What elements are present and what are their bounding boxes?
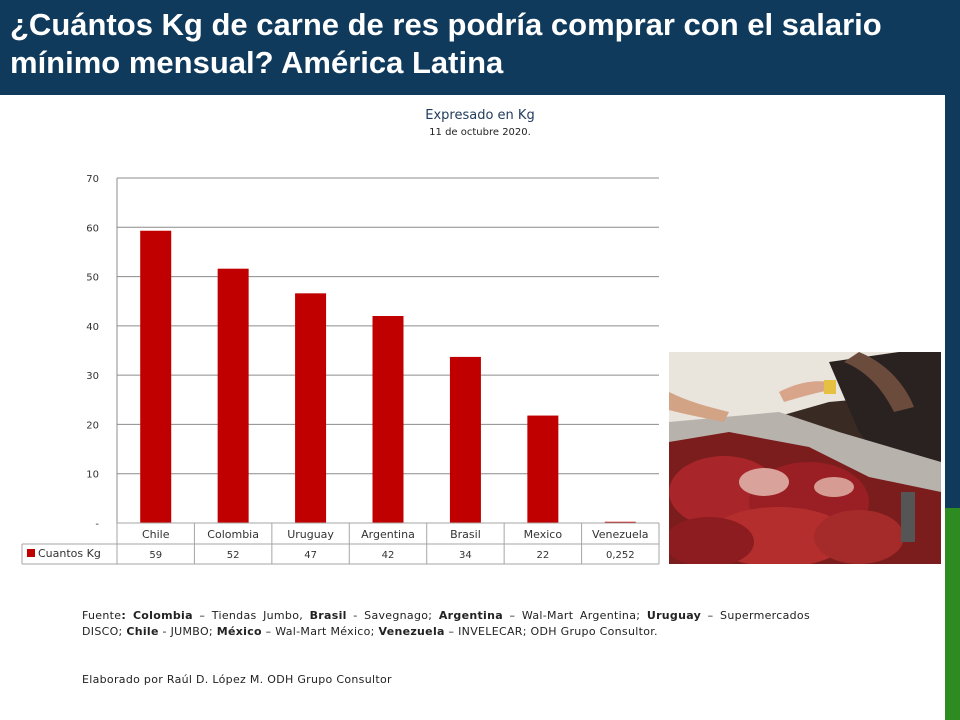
y-tick-label: 50 [86, 273, 99, 284]
source-segment: Colombia [132, 609, 193, 622]
source-segment: - Savegnago; [346, 609, 439, 622]
side-accent-bar-blue [945, 95, 960, 508]
bar-uruguay [295, 293, 327, 523]
source-segment: – INVELECAR; ODH Grupo Consultor. [444, 625, 658, 638]
source-segment: – Wal-Mart México; [261, 625, 379, 638]
source-segment: Argentina [438, 609, 503, 622]
meat-counter-photo [669, 352, 941, 564]
chart-subtitle: 11 de octubre 2020. [429, 127, 531, 138]
source-segment: - JUMBO; [158, 625, 217, 638]
source-segment: Chile [126, 625, 159, 638]
chart-title: Expresado en Kg [425, 108, 535, 123]
data-label: 34 [459, 550, 472, 561]
x-tick-label: Chile [142, 528, 170, 541]
x-tick-label: Colombia [207, 528, 259, 541]
x-tick-label: Venezuela [592, 528, 649, 541]
source-segment: : [121, 609, 133, 622]
x-tick-label: Brasil [450, 528, 481, 541]
data-label: 42 [382, 550, 395, 561]
y-axis-ticks: - 10 20 30 40 50 60 70 [86, 174, 99, 530]
legend-label: Cuantos Kg [38, 547, 101, 560]
y-tick-label: 10 [86, 470, 99, 481]
source-segment: – Supermercados DISCO; [82, 609, 810, 638]
legend-swatch [27, 549, 35, 557]
y-tick-label: 20 [86, 420, 99, 431]
bar-venezuela [604, 521, 636, 523]
y-tick-label: 40 [86, 322, 99, 333]
data-label: 22 [536, 550, 549, 561]
bars [140, 230, 636, 523]
x-tick-label: Uruguay [287, 528, 334, 541]
bar-brasil [449, 356, 481, 523]
credit-note: Elaborado por Raúl D. López M. ODH Grupo… [82, 673, 392, 686]
source-segment: Fuente [82, 609, 122, 622]
data-label: 52 [227, 550, 240, 561]
bar-argentina [372, 316, 404, 523]
x-tick-label: Argentina [361, 528, 415, 541]
y-tick-label: - [95, 519, 99, 530]
page-title: ¿Cuántos Kg de carne de res podría compr… [10, 7, 882, 80]
source-segment: – Tiendas Jumbo, [192, 609, 310, 622]
source-note: Fuente: Colombia – Tiendas Jumbo, Brasil… [82, 608, 810, 640]
data-label: 0,252 [606, 550, 635, 561]
source-segment: Brasil [309, 609, 347, 622]
y-tick-label: 60 [86, 223, 99, 234]
data-label: 47 [304, 550, 317, 561]
data-label: 59 [149, 550, 162, 561]
x-tick-label: Mexico [524, 528, 563, 541]
bar-colombia [217, 268, 249, 523]
source-segment: Uruguay [646, 609, 702, 622]
source-segment: Venezuela [378, 625, 445, 638]
title-banner: ¿Cuántos Kg de carne de res podría compr… [0, 0, 960, 95]
bar-mexico [527, 415, 559, 523]
data-table: Chile 59 Colombia 52 Uruguay 47 Argentina 42 Bra… [21, 522, 660, 565]
source-segment: – Wal-Mart Argentina; [502, 609, 647, 622]
bar-chile [140, 230, 172, 523]
y-tick-label: 70 [86, 174, 99, 185]
source-segment: México [216, 625, 262, 638]
y-tick-label: 30 [86, 371, 99, 382]
side-accent-bar-green [945, 508, 960, 720]
